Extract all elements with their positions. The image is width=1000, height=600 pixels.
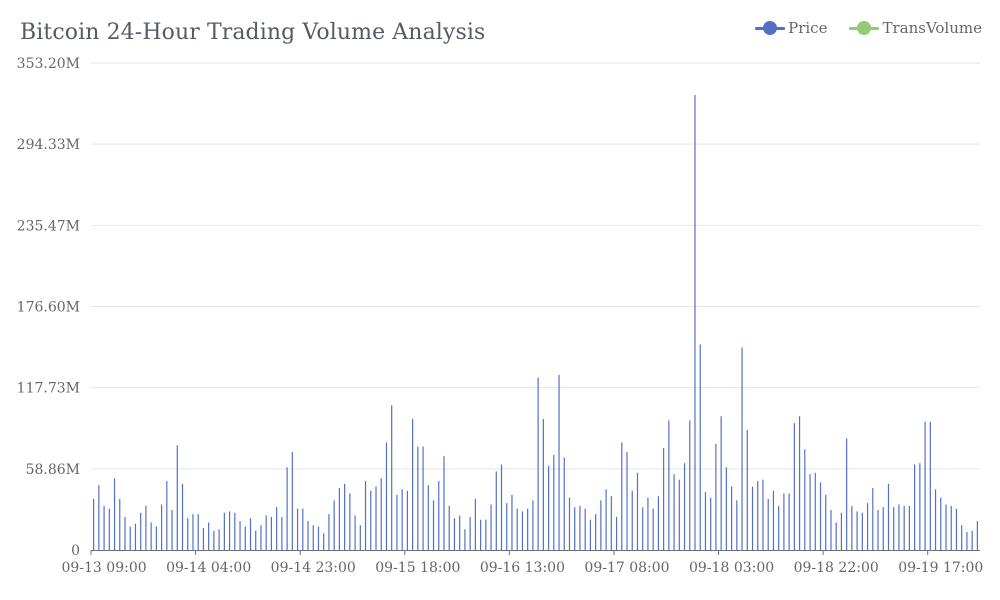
x-tick-label: 09-19 17:00 (898, 560, 983, 576)
chart-title: Bitcoin 24-Hour Trading Volume Analysis (20, 20, 486, 45)
y-tick-label: 235.47M (17, 218, 80, 234)
x-tick-label: 09-14 04:00 (166, 560, 251, 576)
legend-item-transvolume[interactable]: TransVolume (849, 19, 982, 37)
legend-swatch-transvolume (849, 21, 880, 35)
legend-label-transvolume: TransVolume (882, 19, 982, 37)
legend-swatch-price (755, 21, 786, 35)
y-tick-label: 294.33M (17, 137, 80, 153)
x-tick-label: 09-17 08:00 (584, 560, 669, 576)
x-tick-label: 09-15 18:00 (375, 560, 460, 576)
x-tick-label: 09-18 03:00 (689, 560, 774, 576)
legend-item-price[interactable]: Price (755, 19, 827, 37)
y-tick-label: 176.60M (17, 300, 80, 316)
y-tick-label: 58.86M (26, 462, 80, 478)
y-tick-label: 117.73M (17, 381, 80, 397)
legend-label-price: Price (788, 19, 828, 37)
y-tick-label: 353.20M (17, 56, 80, 72)
x-tick-label: 09-16 13:00 (480, 560, 565, 576)
x-tick-label: 09-14 23:00 (271, 560, 356, 576)
x-tick-label: 09-18 22:00 (794, 560, 879, 576)
y-tick-label: 0 (71, 543, 80, 559)
x-tick-label: 09-13 09:00 (61, 560, 146, 576)
legend: Price TransVolume (755, 19, 982, 37)
